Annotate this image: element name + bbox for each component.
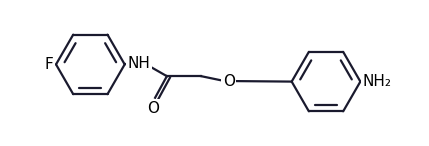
Text: O: O bbox=[147, 101, 159, 116]
Text: O: O bbox=[223, 74, 235, 89]
Text: NH: NH bbox=[128, 56, 151, 71]
Text: NH₂: NH₂ bbox=[363, 74, 391, 89]
Text: F: F bbox=[44, 57, 53, 72]
